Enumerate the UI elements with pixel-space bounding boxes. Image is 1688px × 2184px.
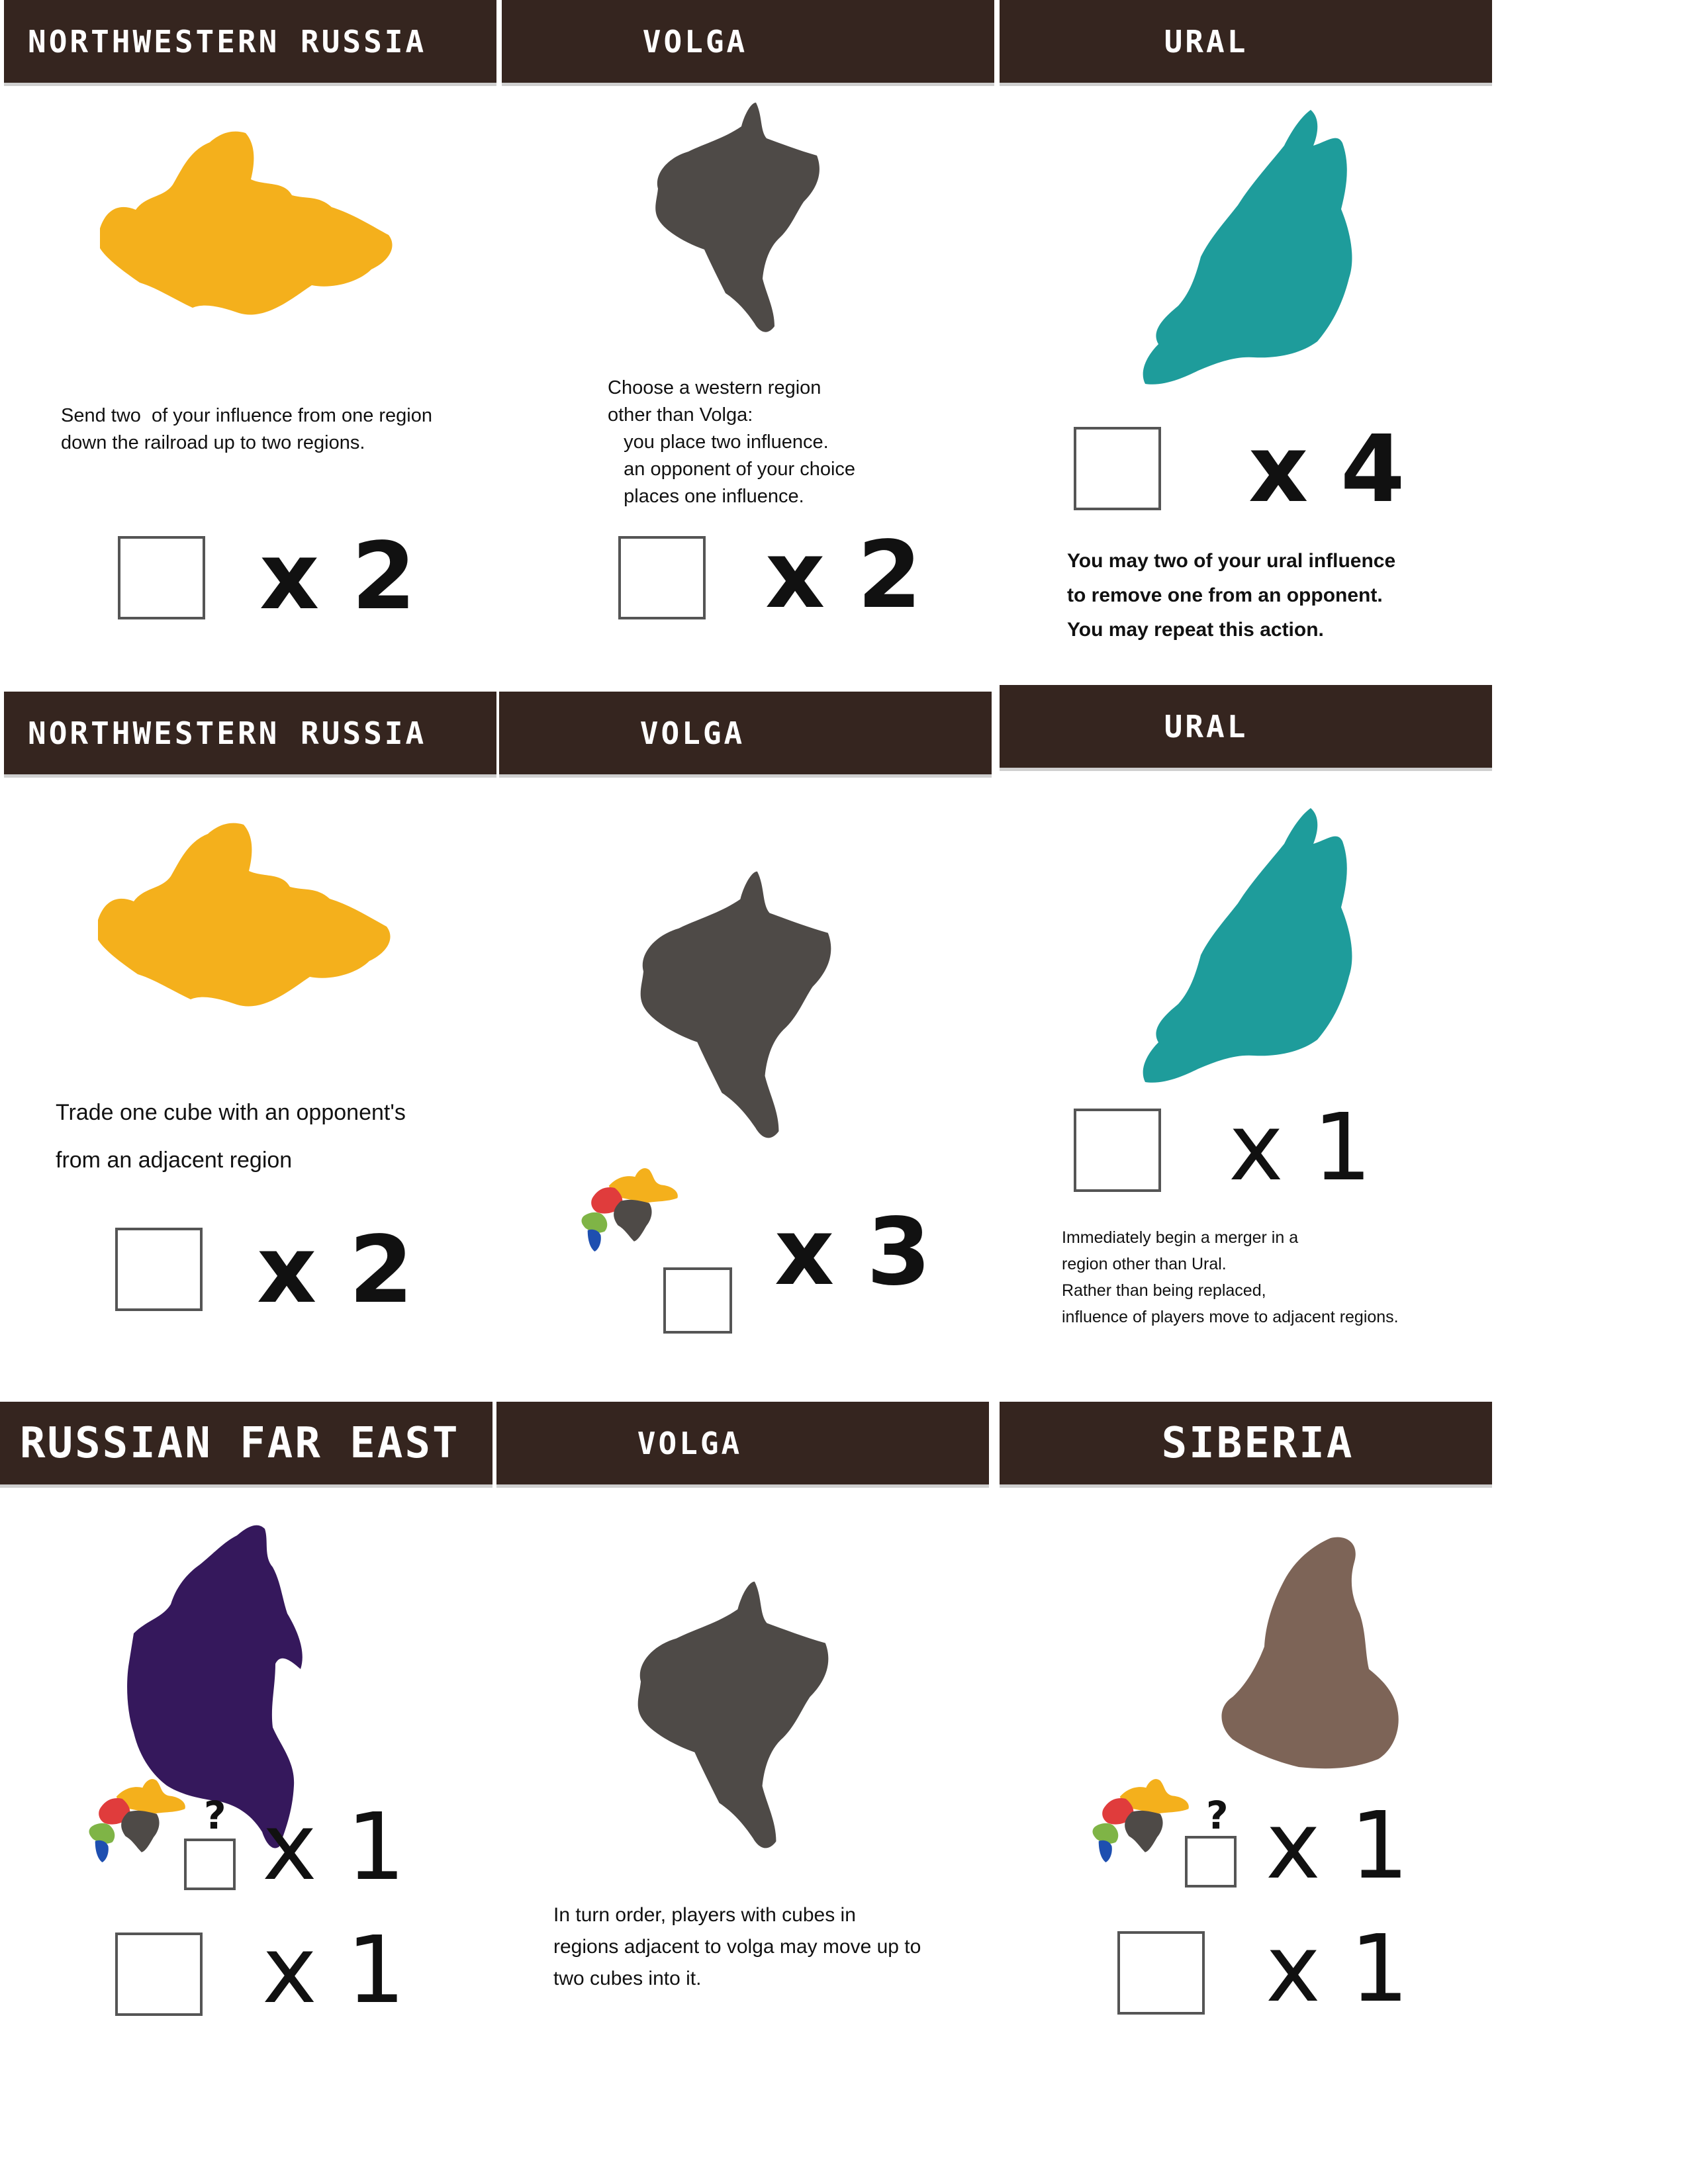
checkbox[interactable] [1074,427,1161,510]
card-northwestern-russia-1: NORTHWESTERN RUSSIA Send two of your inf… [4,0,496,682]
checkbox[interactable] [618,536,706,619]
card-header: URAL [1000,0,1492,86]
card-northwestern-russia-2: NORTHWESTERN RUSSIA Trade one cube with … [4,692,496,1373]
card-description: You may two of your ural influence to re… [1067,550,1396,641]
multiplier: x 3 [774,1199,931,1306]
card-header: RUSSIAN FAR EAST [0,1402,492,1488]
multiplier: x 2 [259,523,416,631]
checkbox[interactable] [1074,1109,1161,1192]
volga-map-icon [640,871,831,1138]
card-header: NORTHWESTERN RUSSIA [4,692,496,778]
card-ural-2: URAL x 1 Immediately begin a merger in a… [1000,685,1492,1367]
card-header: SIBERIA [1000,1402,1492,1488]
card-description: Send two of your influence from one regi… [61,405,432,453]
multiplier: x 2 [765,522,922,629]
card-title: NORTHWESTERN RUSSIA [28,23,427,60]
volga-map-icon [637,1581,829,1848]
card-ural-1: URAL x 4 You may two of your ural influe… [1000,0,1492,682]
card-volga-2: VOLGA x 3 [499,692,992,1373]
multiplier: x 1 [262,1917,406,2025]
regions-minimap-icon [581,1168,678,1251]
card-title: URAL [1164,708,1248,745]
checkbox[interactable] [1185,1836,1237,1888]
northwestern-russia-map-icon [100,131,393,315]
checkbox[interactable] [115,1933,203,2016]
regions-minimap-icon [89,1779,185,1862]
card-description: Trade one cube with an opponent's from a… [56,1100,406,1173]
checkbox[interactable] [184,1839,236,1890]
question-mark-icon: ? [204,1793,226,1838]
card-volga-1: VOLGA Choose a western region other than… [502,0,994,682]
multiplier: x 2 [257,1216,414,1324]
checkbox[interactable] [115,1228,203,1311]
card-description: In turn order, players with cubes in reg… [553,1904,921,1989]
checkbox[interactable] [118,536,205,619]
card-title: RUSSIAN FAR EAST [20,1418,460,1468]
card-title: NORTHWESTERN RUSSIA [28,715,427,751]
multiplier: x 1 [1266,1792,1409,1900]
card-russian-far-east: RUSSIAN FAR EAST ? x 1 x 1 [0,1402,492,2083]
card-description: Choose a western region other than Volga… [608,377,856,507]
regions-minimap-icon [1092,1779,1189,1862]
northwestern-russia-map-icon [98,823,391,1007]
card-title: VOLGA [642,23,748,60]
card-description: Immediately begin a merger in a region o… [1062,1228,1399,1326]
card-title: VOLGA [637,1425,743,1461]
multiplier: x 4 [1248,416,1405,523]
card-siberia: SIBERIA ? x 1 x 1 [1000,1402,1492,2083]
siberia-map-icon [1221,1537,1399,1769]
multiplier: x 1 [262,1794,406,1901]
card-title: VOLGA [639,715,745,751]
multiplier: x 1 [1266,1915,1409,2023]
card-header: VOLGA [496,1402,989,1488]
card-volga-3: VOLGA In turn order, players with cubes … [496,1402,989,2083]
ural-map-icon [1143,110,1352,385]
card-header: VOLGA [502,0,994,86]
ural-map-icon [1143,808,1352,1083]
volga-map-icon [655,103,820,332]
question-mark-icon: ? [1206,1793,1229,1838]
checkbox[interactable] [663,1267,732,1334]
checkbox[interactable] [1117,1931,1205,2015]
card-header: VOLGA [499,692,992,778]
multiplier: x 1 [1229,1094,1372,1202]
card-header: URAL [1000,685,1492,771]
card-title: SIBERIA [1161,1418,1354,1468]
card-title: URAL [1164,23,1248,60]
card-header: NORTHWESTERN RUSSIA [4,0,496,86]
